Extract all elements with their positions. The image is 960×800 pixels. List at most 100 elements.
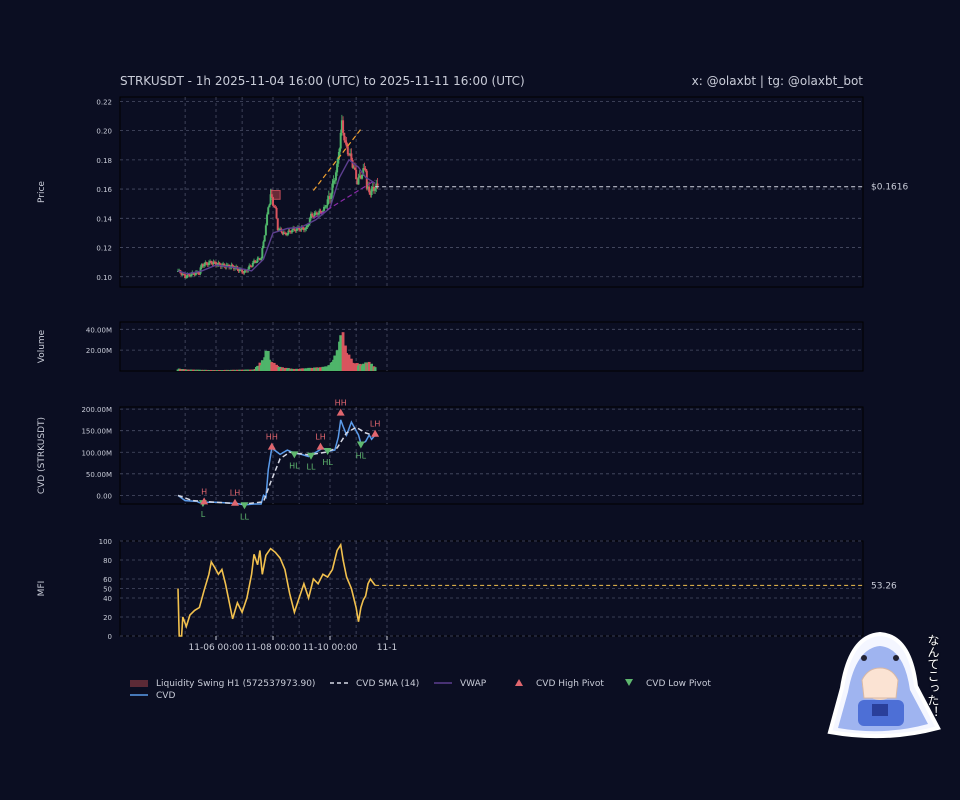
- vwap-line: [177, 158, 376, 275]
- candle-body: [230, 264, 233, 268]
- candle-body: [292, 228, 295, 231]
- candle-body: [248, 265, 251, 269]
- cvd-low-pivot-marker: [323, 447, 332, 455]
- candle-body: [257, 258, 260, 260]
- volume-bar: [347, 354, 351, 371]
- candle-body: [289, 230, 292, 233]
- x-tick-label: 11-06 00:00: [189, 643, 244, 653]
- candle-body: [324, 206, 327, 208]
- candle-body: [288, 230, 291, 232]
- candle-body: [239, 269, 242, 271]
- cvd-pivot-label: L: [201, 510, 206, 519]
- y-tick-label: 80: [103, 557, 112, 565]
- candle-body: [209, 260, 212, 263]
- x-axis: 11-06 00:00 11-08 00:00 11-10 00:00 11-1: [189, 636, 397, 653]
- candle-body: [203, 264, 206, 267]
- candle-body: [317, 213, 320, 215]
- candle-body: [375, 183, 378, 189]
- candle-body: [332, 180, 335, 184]
- candle-body: [320, 211, 323, 214]
- candle-body: [181, 273, 184, 276]
- y-tick-label: 0.16: [96, 186, 112, 194]
- legend-label: CVD Low Pivot: [646, 679, 711, 689]
- mfi-last-label: 53.26: [871, 581, 897, 591]
- candle-body: [344, 140, 347, 143]
- y-tick-label: 20: [103, 614, 112, 622]
- candle-body: [256, 258, 259, 263]
- legend-label: Liquidity Swing H1 (572537973.90): [156, 679, 315, 689]
- cvd-pivot-label: LH: [230, 489, 240, 498]
- y-tick-label: 20.00M: [86, 347, 112, 355]
- candle-body: [226, 264, 229, 266]
- candle-body: [330, 193, 333, 199]
- candle-body: [254, 260, 257, 263]
- candle-body: [356, 179, 359, 185]
- y-tick-label: 0: [108, 633, 112, 641]
- cvd-panel: 0.00 50.00M 100.00M 150.00M 200.00M CVD (STRK…: [37, 399, 864, 521]
- y-tick-label: 50.00M: [86, 471, 112, 479]
- candle-body: [291, 230, 293, 233]
- candle-body: [187, 274, 190, 276]
- candle-body: [302, 227, 305, 231]
- candle-body: [306, 225, 309, 227]
- candle-body: [185, 277, 188, 279]
- candle-body: [283, 232, 286, 234]
- candle-body: [310, 213, 312, 219]
- cvd-high-pivot-marker: [316, 442, 325, 450]
- candle-body: [358, 175, 361, 178]
- candle-body: [365, 170, 368, 189]
- cvd-high-pivot-marker: [336, 408, 345, 416]
- candle-body: [323, 206, 326, 211]
- y-tick-label: 40: [103, 595, 112, 603]
- candle-body: [237, 269, 240, 272]
- mascot-sticker: なんてこった！: [822, 628, 946, 740]
- candle-body: [371, 186, 374, 189]
- candle-body: [327, 196, 330, 200]
- y-tick-label: 60: [103, 576, 112, 584]
- candle-body: [274, 207, 277, 209]
- cvd-pivot-label: HL: [356, 452, 367, 461]
- candle-body: [213, 261, 216, 263]
- candle-body: [342, 120, 345, 133]
- candle-body: [260, 258, 263, 261]
- candle-body: [270, 194, 273, 198]
- candle-body: [337, 156, 340, 164]
- candle-body: [295, 228, 298, 231]
- candle-body: [244, 270, 247, 272]
- candle-body: [211, 262, 214, 264]
- candle-body: [346, 146, 349, 155]
- candle-body: [275, 207, 278, 219]
- legend-label: VWAP: [460, 679, 487, 689]
- volume-panel: 20.00M 40.00M Volume: [37, 321, 864, 372]
- cvd-high-pivot-marker: [371, 429, 380, 437]
- plot-area: [119, 406, 864, 505]
- x-tick-label: 11-10 00:00: [303, 643, 358, 653]
- candle-body: [242, 272, 245, 274]
- y-tick-label: 0.14: [96, 215, 112, 223]
- candle-body: [363, 168, 366, 170]
- candle-body: [282, 232, 285, 235]
- candle-body: [263, 235, 266, 242]
- candle-body: [315, 212, 318, 215]
- x-tick-label: 11-08 00:00: [246, 643, 301, 653]
- candle-body: [277, 229, 280, 231]
- y-tick-label: 150.00M: [81, 428, 112, 436]
- cvd-pivot-label: HL: [289, 461, 300, 470]
- y-tick-label: 0.12: [96, 245, 112, 253]
- y-axis-title: Volume: [37, 329, 47, 363]
- candle-body: [190, 274, 193, 277]
- candle-body: [215, 262, 217, 266]
- candle-body: [198, 273, 201, 275]
- candle-body: [250, 266, 253, 268]
- y-axis-title: CVD (STRKUSDT): [37, 417, 47, 494]
- candle-body: [355, 169, 358, 180]
- candle-body: [287, 230, 290, 235]
- y-tick-label: 0.20: [96, 128, 112, 136]
- y-axis-title: Price: [37, 181, 47, 203]
- candle-body: [286, 234, 289, 236]
- chart-credit: x: @olaxbt | tg: @olaxbt_bot: [692, 74, 864, 88]
- candle-body: [319, 210, 322, 212]
- trendline-upper: [312, 128, 362, 191]
- trendline-lower: [313, 179, 376, 219]
